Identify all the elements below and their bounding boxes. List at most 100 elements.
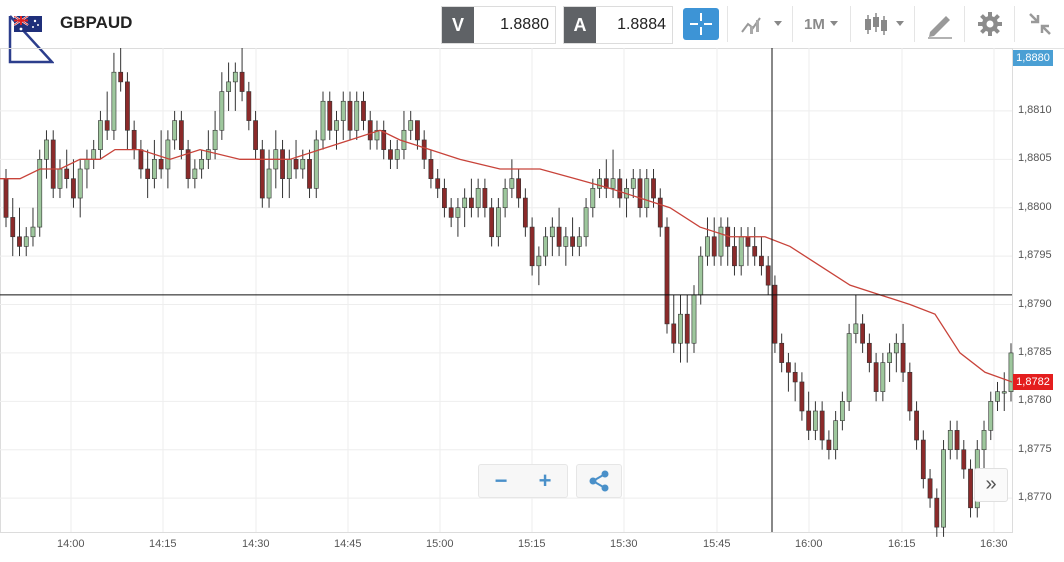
candle-up: [84, 159, 90, 170]
candle-up: [536, 255, 542, 267]
candle-down: [900, 342, 906, 373]
candle-down: [347, 100, 353, 131]
time-tick-label: 14:00: [57, 538, 85, 550]
candle-up: [495, 207, 501, 238]
settings-button[interactable]: [972, 6, 1008, 42]
candle-down: [104, 120, 110, 131]
candle-up: [543, 236, 548, 257]
candle-up: [98, 120, 103, 150]
candle-down: [799, 381, 805, 412]
candle-up: [286, 159, 292, 179]
candle-up: [995, 391, 1000, 402]
candle-up: [462, 197, 468, 209]
crosshair-button[interactable]: [683, 8, 719, 40]
ask-price-box[interactable]: A 1.8884: [563, 6, 673, 44]
candle-up: [300, 159, 306, 170]
candle-up: [266, 168, 272, 199]
candle-up: [111, 71, 117, 131]
candle-down: [779, 342, 785, 363]
price-tick-label: 1,8805: [1018, 152, 1052, 165]
candle-up: [44, 139, 49, 160]
time-tick-label: 15:30: [610, 538, 638, 550]
candle-down: [570, 236, 575, 247]
candle-down: [603, 178, 609, 189]
candle-up: [374, 129, 380, 141]
candle-up: [705, 236, 710, 257]
crosshair-icon: [690, 13, 712, 35]
candle-down: [253, 120, 258, 150]
candle-up: [813, 410, 818, 431]
zoom-out-button[interactable]: −: [494, 468, 508, 493]
line-chart-icon: [741, 17, 782, 34]
collapse-button[interactable]: [1022, 6, 1058, 42]
candle-down: [307, 159, 312, 189]
candle-up: [205, 149, 211, 160]
candle-down: [860, 323, 866, 344]
instrument-symbol[interactable]: GBPAUD: [60, 13, 133, 32]
chart-type-button[interactable]: [738, 6, 786, 42]
candle-down: [954, 430, 960, 451]
candle-down: [10, 217, 16, 238]
scroll-to-latest-button[interactable]: »: [974, 468, 1008, 502]
candle-up: [610, 178, 616, 189]
candle-style-button[interactable]: [858, 6, 908, 42]
candle-down: [185, 149, 191, 179]
candle-down: [522, 197, 528, 228]
candle-up: [77, 168, 83, 199]
timeframe-button[interactable]: 1M: [800, 6, 846, 42]
candle-down: [361, 100, 366, 121]
time-tick-label: 16:00: [795, 538, 823, 550]
candle-down: [927, 478, 933, 499]
price-tick-label: 1,8780: [1018, 394, 1052, 407]
candle-up: [199, 159, 204, 170]
time-tick-label: 14:45: [334, 538, 362, 550]
candle-up: [576, 236, 582, 247]
share-button[interactable]: [576, 464, 622, 498]
candle-down: [759, 255, 764, 267]
candle-up: [394, 149, 400, 160]
candle-down: [671, 323, 677, 344]
time-tick-label: 15:00: [426, 538, 454, 550]
candle-down: [819, 410, 825, 441]
candle-up: [718, 226, 724, 257]
candle-up: [597, 178, 602, 189]
time-tick-label: 16:15: [888, 538, 916, 550]
time-tick-label: 16:30: [980, 538, 1008, 550]
zoom-in-button[interactable]: +: [538, 468, 552, 493]
candle-down: [772, 284, 778, 344]
candle-down: [529, 226, 535, 267]
price-tick-label: 1,8775: [1018, 442, 1052, 455]
candle-down: [711, 236, 717, 257]
time-tick-label: 14:15: [149, 538, 177, 550]
candle-down: [866, 342, 872, 363]
toolbar: GBPAUD V 1.8880 A 1.8884 1M: [0, 0, 1064, 64]
candle-down: [516, 178, 522, 199]
bid-price-box[interactable]: V 1.8880: [441, 6, 556, 44]
candle-down: [415, 120, 420, 141]
candle-up: [549, 226, 555, 238]
candle-up: [590, 188, 596, 209]
time-tick-label: 14:30: [242, 538, 270, 550]
divider: [792, 6, 793, 42]
candle-up: [57, 168, 63, 189]
candle-down: [765, 265, 771, 286]
candle-down: [684, 313, 690, 344]
price-chart[interactable]: [0, 48, 1064, 562]
candle-down: [664, 226, 670, 325]
candle-up: [678, 313, 683, 344]
candle-down: [826, 439, 832, 451]
candle-up: [846, 333, 852, 402]
ask-label: A: [564, 7, 596, 43]
candle-down: [556, 226, 562, 247]
candle-up: [455, 207, 461, 218]
candle-up: [947, 430, 953, 451]
candle-up: [738, 236, 744, 267]
drawing-tools-button[interactable]: [922, 6, 958, 42]
price-tick-label: 1,8795: [1018, 249, 1052, 262]
candle-down: [138, 149, 144, 170]
candle-up: [893, 342, 899, 354]
candle-down: [145, 168, 151, 179]
price-tick-label: 1,8810: [1018, 103, 1052, 116]
candle-up: [839, 401, 845, 421]
candle-up: [502, 188, 508, 209]
